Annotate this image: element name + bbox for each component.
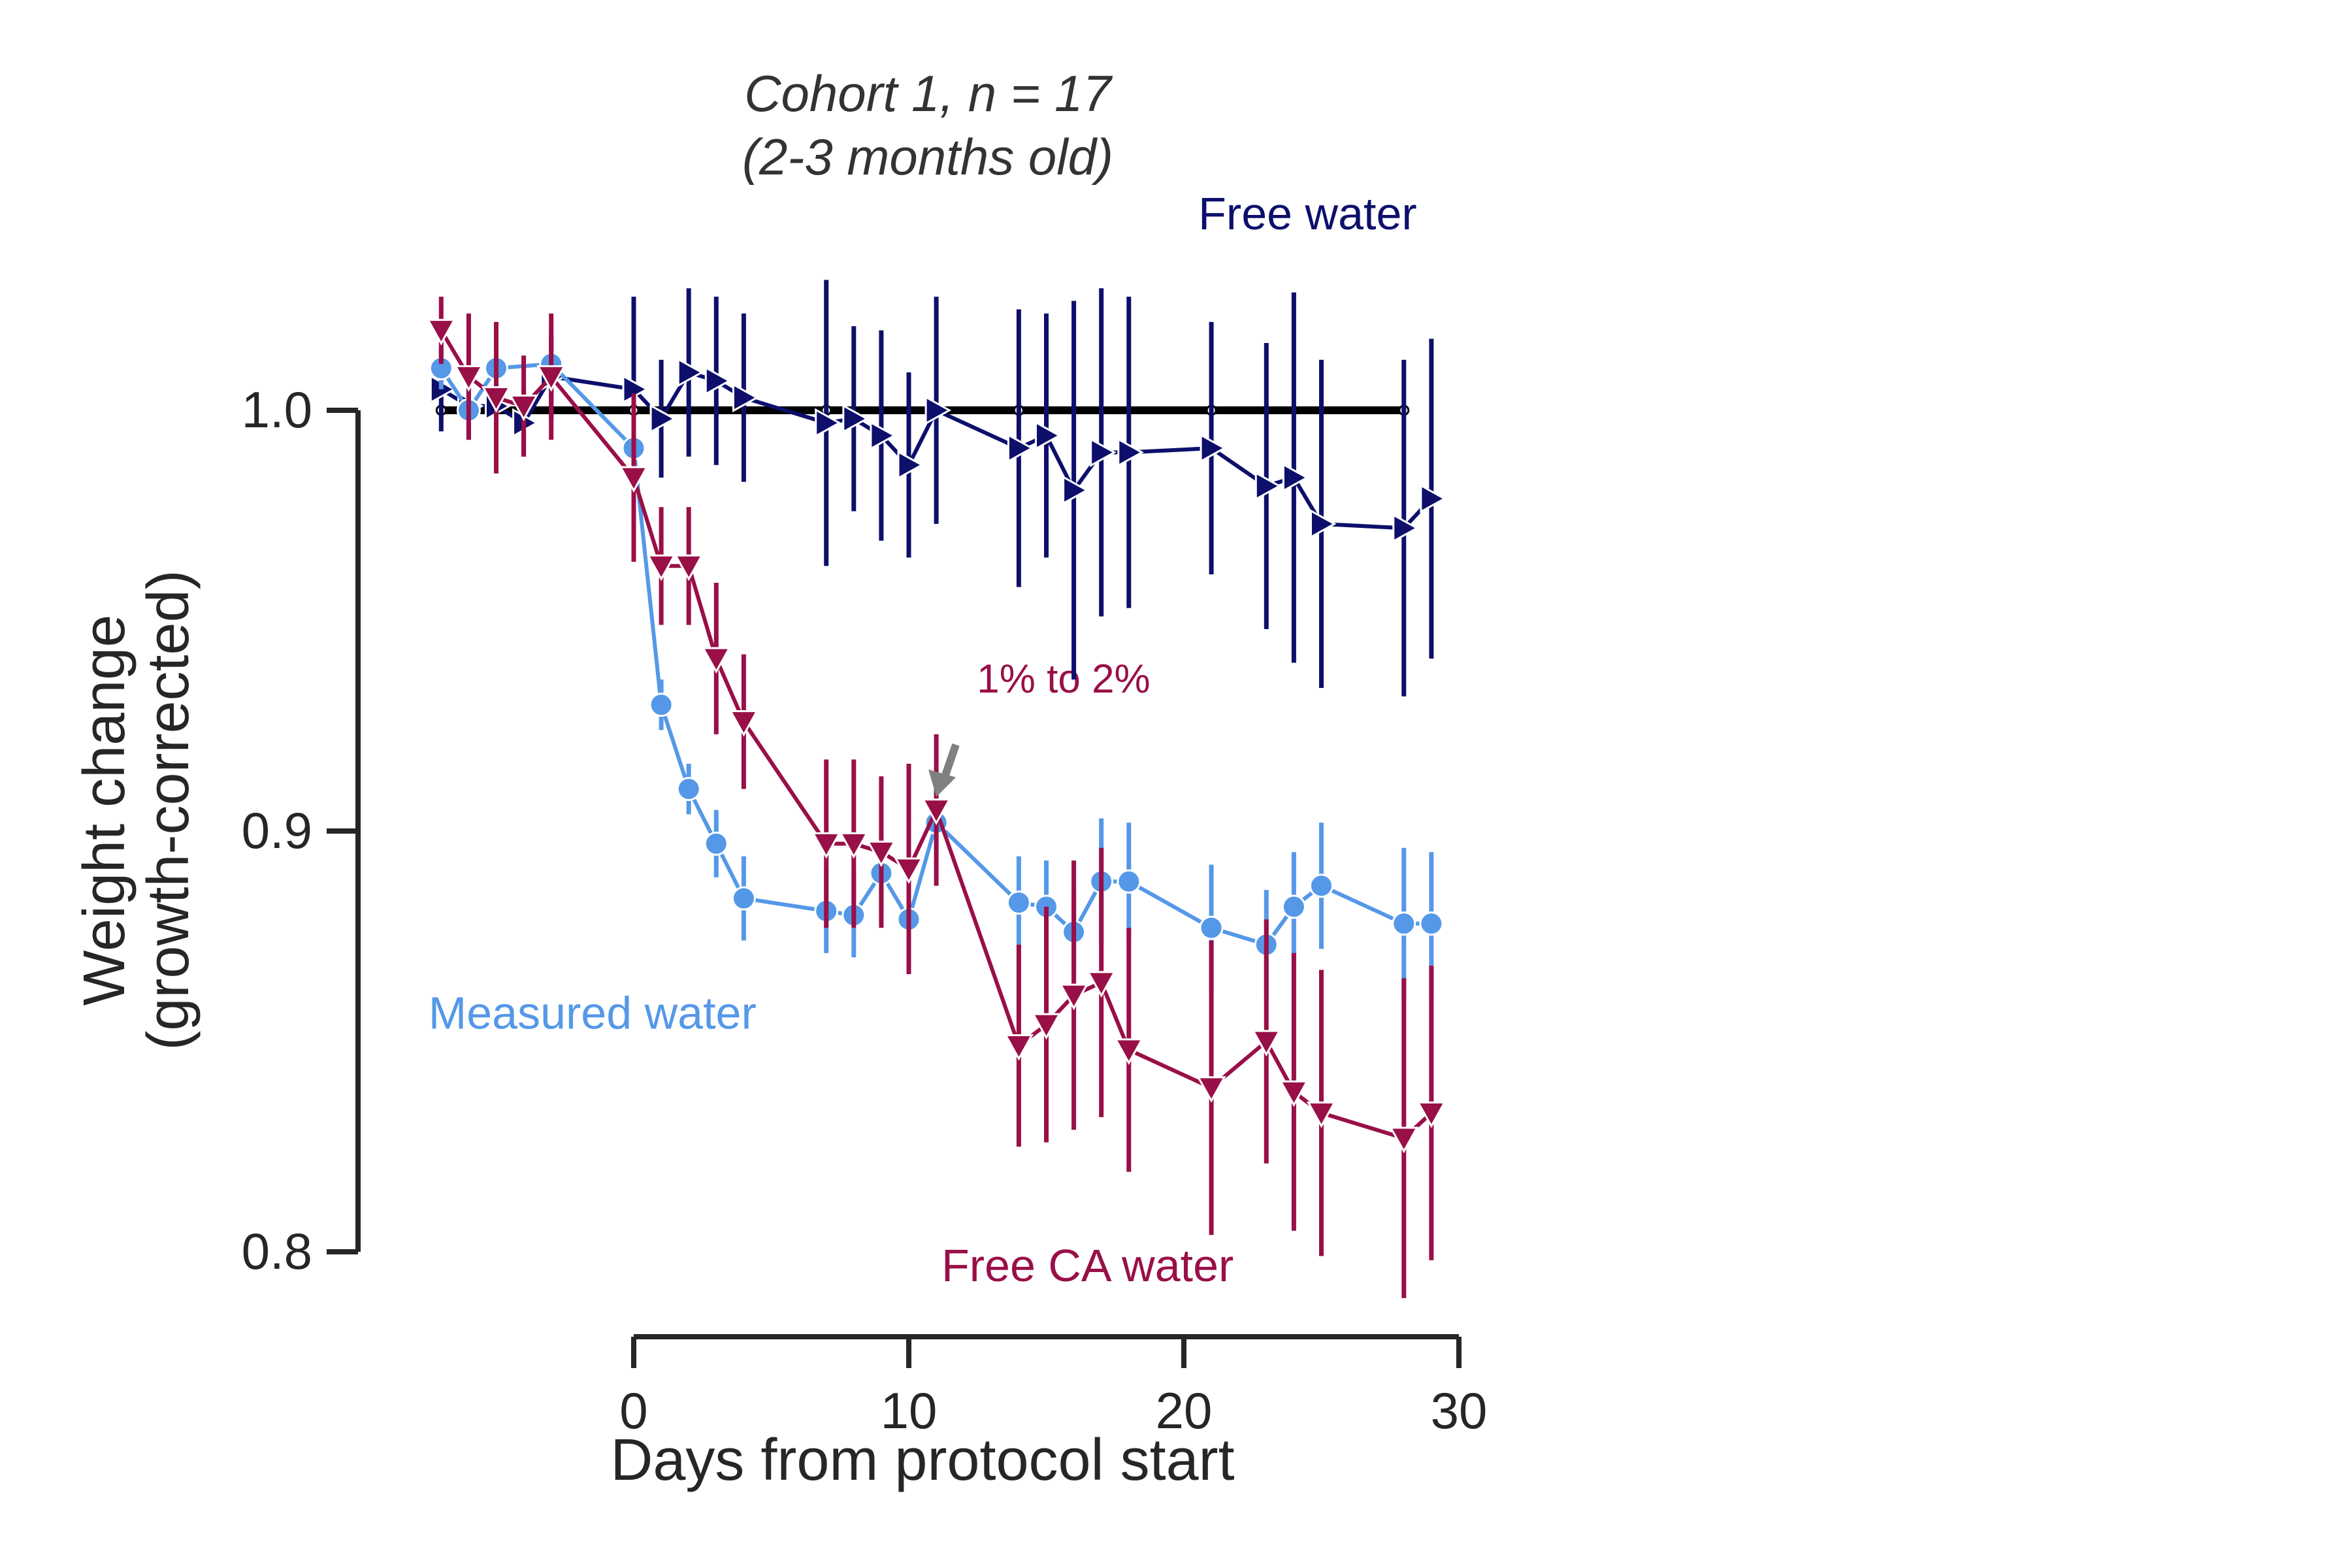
x-axis-label: Days from protocol start	[610, 1428, 1234, 1493]
data-point	[1392, 911, 1416, 936]
y-tick-label: 0.8	[242, 1222, 312, 1280]
annotation-arrow-shaft	[940, 743, 960, 780]
x-tick-label: 0	[619, 1382, 647, 1439]
data-point	[1086, 971, 1117, 998]
annotation-arrow-head	[928, 769, 956, 797]
data-point	[1199, 915, 1224, 940]
x-tick-label: 30	[1431, 1382, 1488, 1439]
series-label-free-water: Free water	[1198, 188, 1417, 239]
data-point	[1279, 1080, 1309, 1107]
data-point	[676, 777, 701, 802]
data-point	[1420, 483, 1446, 514]
data-point	[811, 832, 841, 859]
data-point	[1392, 513, 1419, 543]
data-point	[1251, 1030, 1281, 1057]
data-point	[704, 831, 728, 856]
series-layer	[426, 280, 1446, 1298]
data-point	[866, 840, 896, 868]
data-point	[894, 857, 924, 885]
annotation-label: 1% to 2%	[977, 657, 1150, 702]
series-free-water	[429, 280, 1446, 696]
data-point	[897, 450, 924, 480]
data-point	[481, 386, 512, 413]
data-point	[1310, 509, 1337, 539]
data-point	[1114, 1038, 1144, 1065]
data-point	[1306, 1101, 1337, 1128]
x-tick-label: 10	[881, 1382, 938, 1439]
data-point	[1004, 1034, 1034, 1061]
data-point	[1062, 475, 1089, 505]
series-label-free-ca-water: Free CA water	[941, 1240, 1233, 1291]
y-axis-label-line2: (growth-corrected)	[136, 570, 201, 1050]
data-point	[426, 319, 456, 346]
chart-title-line1: Cohort 1, n = 17	[744, 65, 1113, 122]
data-point	[1254, 471, 1282, 501]
data-point	[1117, 869, 1141, 894]
data-point	[842, 404, 869, 434]
data-point	[924, 395, 952, 425]
series-label-measured-water: Measured water	[429, 988, 757, 1039]
data-point	[649, 404, 677, 434]
data-point	[732, 383, 759, 413]
data-point	[921, 798, 951, 825]
data-point	[728, 710, 759, 737]
data-point	[1031, 1013, 1062, 1040]
data-point	[646, 554, 676, 581]
data-point	[1090, 437, 1117, 467]
data-point	[870, 421, 896, 451]
data-point	[1416, 1101, 1446, 1128]
data-point	[815, 408, 841, 438]
annotation-arrow	[928, 743, 960, 797]
data-point	[1309, 874, 1333, 898]
data-point	[704, 366, 732, 396]
x-tick-label: 20	[1156, 1382, 1213, 1439]
data-point	[1035, 421, 1062, 451]
data-point	[1059, 983, 1089, 1011]
data-point	[1282, 463, 1309, 493]
data-point	[619, 466, 649, 493]
y-axis-label-line1: Weight change	[72, 615, 137, 1006]
data-point	[731, 886, 756, 911]
data-point	[509, 395, 539, 421]
data-point	[1200, 433, 1227, 463]
series-free-ca-water	[426, 297, 1446, 1298]
series-label-layer: Free water Measured water Free CA water	[429, 188, 1417, 1291]
y-tick-label: 1.0	[242, 381, 312, 438]
data-point	[1281, 894, 1306, 919]
data-point	[649, 693, 674, 717]
data-point	[1117, 437, 1144, 467]
data-point	[701, 647, 731, 674]
data-point	[1196, 1076, 1226, 1103]
data-point	[674, 554, 704, 581]
chart-title-line2: (2-3 months old)	[742, 128, 1113, 186]
data-point	[1007, 433, 1034, 463]
y-tick-label: 0.9	[242, 802, 312, 859]
axes: 0.8 0.9 1.0 0 10 20 30	[242, 381, 1488, 1439]
data-point	[839, 832, 869, 859]
data-point	[1419, 911, 1444, 936]
data-point	[453, 365, 483, 392]
data-point	[1006, 890, 1031, 915]
series-line	[439, 329, 1433, 1141]
data-point	[536, 365, 566, 392]
data-point	[1389, 1126, 1419, 1154]
data-point	[677, 357, 704, 387]
